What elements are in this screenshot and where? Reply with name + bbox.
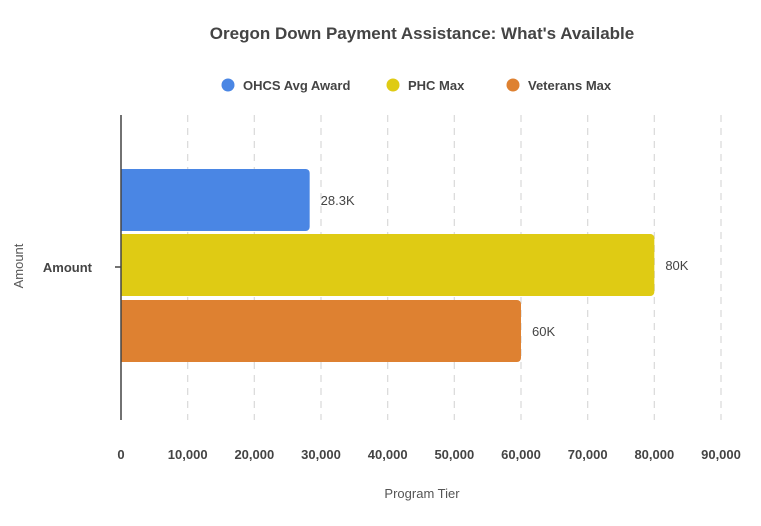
bar-ohcs-avg-award: [121, 169, 310, 231]
data-label: 60K: [532, 324, 555, 339]
x-tick-labels: 0 10,000 20,000 30,000 40,000 50,000 60,000 70,…: [117, 447, 741, 462]
x-tick-label: 20,000: [234, 447, 274, 462]
legend-swatch: [221, 78, 235, 92]
x-tick-label: 10,000: [168, 447, 208, 462]
legend-label: Veterans Max: [528, 78, 612, 93]
x-tick-label: 80,000: [634, 447, 674, 462]
legend: OHCS Avg Award PHC Max Veterans Max: [221, 78, 612, 93]
x-tick-label: 40,000: [368, 447, 408, 462]
bar-veterans-max: [121, 300, 521, 362]
x-axis-title: Program Tier: [384, 486, 460, 501]
y-axis-title: Amount: [11, 243, 26, 288]
category-label: Amount: [43, 260, 93, 275]
x-tick-label: 90,000: [701, 447, 741, 462]
legend-label: OHCS Avg Award: [243, 78, 350, 93]
bars: 28.3K 80K 60K: [121, 169, 689, 362]
x-tick-label: 60,000: [501, 447, 541, 462]
legend-label: PHC Max: [408, 78, 465, 93]
x-tick-label: 70,000: [568, 447, 608, 462]
x-tick-label: 0: [117, 447, 124, 462]
data-label: 28.3K: [321, 193, 355, 208]
legend-swatch: [386, 78, 400, 92]
x-tick-label: 30,000: [301, 447, 341, 462]
bar-phc-max: [121, 234, 655, 296]
data-label: 80K: [665, 258, 688, 273]
chart-title: Oregon Down Payment Assistance: What's A…: [210, 24, 634, 43]
x-tick-label: 50,000: [434, 447, 474, 462]
legend-swatch: [506, 78, 520, 92]
